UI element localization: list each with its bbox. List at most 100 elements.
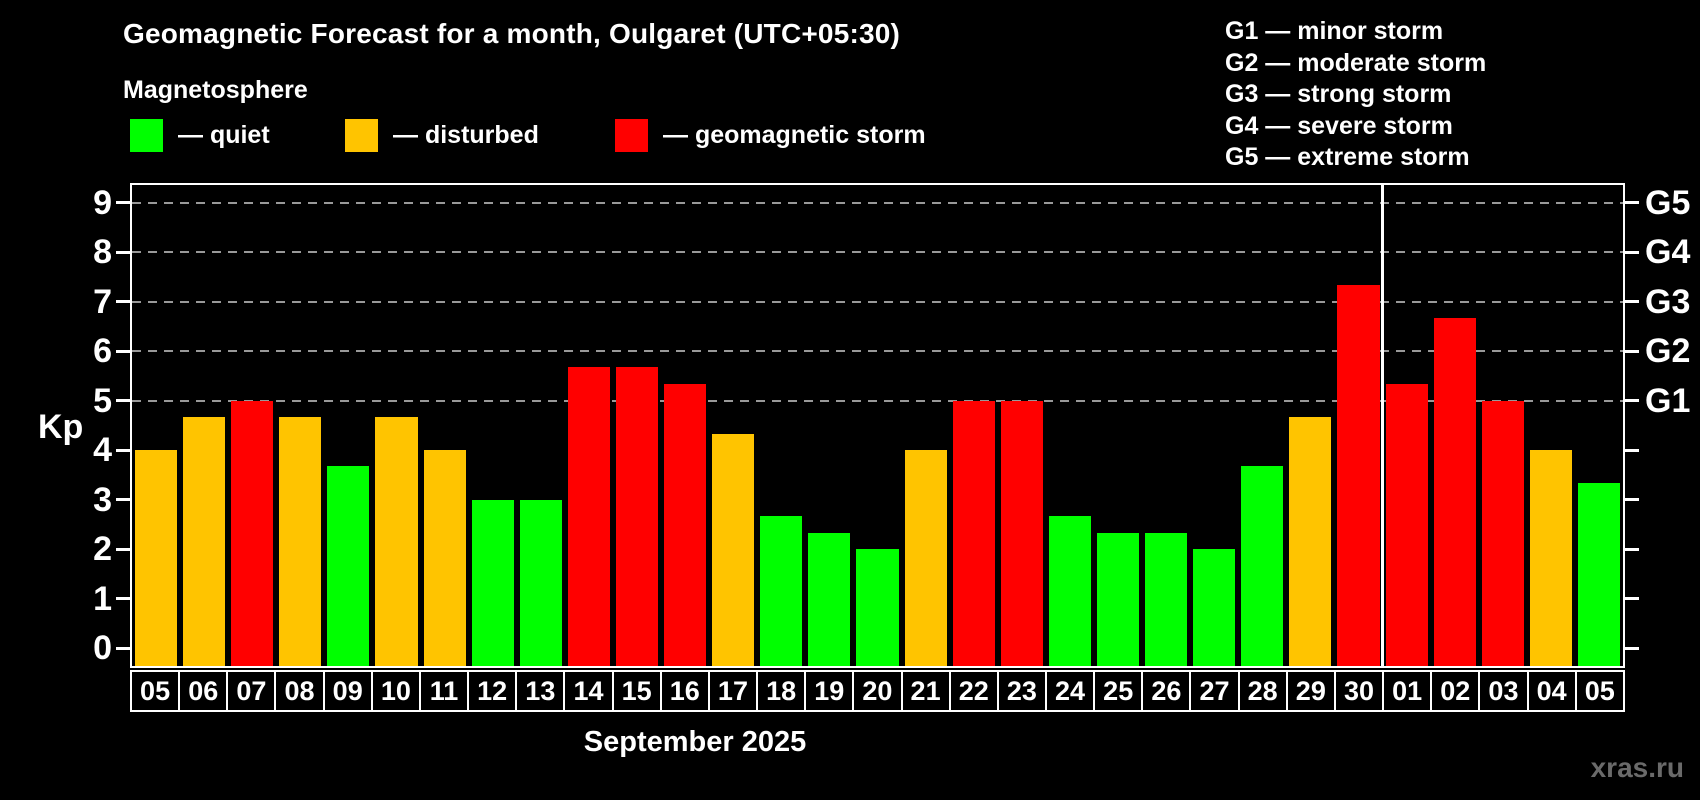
day-label-cell-8: 13	[515, 670, 566, 712]
kp-bar-day-19	[808, 532, 851, 666]
month-label: September 2025	[583, 726, 807, 758]
y-tick-mark-1	[116, 597, 130, 600]
kp-bar-day-04	[1529, 450, 1572, 666]
kp-bar-day-26	[1145, 532, 1188, 666]
kp-bar-day-15	[615, 367, 659, 666]
day-label-cell-3: 08	[274, 670, 325, 712]
kp-bar-day-18	[760, 515, 803, 666]
legend-item-storm: — geomagnetic storm	[615, 118, 926, 152]
kp-bar-day-16	[664, 384, 707, 666]
month-separator-line	[1381, 185, 1385, 666]
g-level-label-g3: G3	[1645, 282, 1691, 321]
g-level-label-g4: G4	[1645, 233, 1691, 271]
kp-bar-day-27	[1193, 549, 1236, 666]
g-legend-line-g4: G4 — severe storm	[1225, 111, 1453, 140]
storm-color-swatch	[615, 118, 648, 152]
day-label-cell-15: 20	[852, 670, 903, 712]
y-tick-mark-4	[116, 448, 130, 452]
gridline-kp-5	[132, 399, 1623, 402]
y-tick-label-3: 3	[93, 480, 112, 519]
kp-bar-day-23	[1000, 400, 1043, 666]
g-legend-line-g3: G3 — strong storm	[1225, 80, 1452, 108]
day-label-cell-17: 22	[948, 670, 999, 712]
right-tick-mark-0	[1625, 646, 1639, 650]
kp-bar-day-05	[135, 450, 178, 666]
right-tick-mark-4	[1625, 448, 1639, 452]
y-tick-label-0: 0	[93, 629, 112, 667]
kp-bar-day-10	[375, 416, 418, 666]
day-label-cell-9: 14	[563, 670, 614, 712]
kp-bar-day-17	[712, 433, 755, 666]
day-label-cell-25: 30	[1333, 670, 1385, 712]
right-tick-mark-8	[1625, 250, 1639, 254]
kp-bar-day-11	[423, 450, 466, 666]
kp-bar-day-13	[519, 499, 562, 666]
y-tick-label-1: 1	[93, 579, 112, 618]
y-tick-mark-2	[116, 547, 130, 551]
kp-bar-day-20	[856, 549, 899, 666]
day-label-cell-18: 23	[996, 670, 1047, 712]
day-label-cell-30: 05	[1574, 670, 1625, 712]
y-tick-mark-5	[116, 399, 130, 402]
y-tick-label-8: 8	[93, 233, 112, 271]
chart-subtitle: Magnetosphere	[123, 76, 308, 104]
right-tick-mark-2	[1625, 547, 1639, 551]
day-label-cell-5: 10	[370, 670, 421, 712]
kp-bar-day-24	[1048, 515, 1091, 666]
y-tick-mark-6	[116, 349, 130, 353]
gridline-kp-6	[132, 350, 1623, 352]
right-tick-mark-6	[1625, 349, 1639, 353]
y-tick-label-4: 4	[93, 431, 112, 469]
kp-bar-day-21	[904, 450, 947, 666]
kp-bar-day-09	[327, 466, 370, 666]
g-level-label-g1: G1	[1645, 381, 1691, 420]
y-tick-label-7: 7	[93, 282, 112, 321]
kp-bar-day-22	[952, 400, 995, 666]
g-scale-legend: G1 — minor storm G2 — moderate storm G3 …	[1225, 16, 1486, 174]
day-label-cell-1: 06	[178, 670, 229, 712]
y-tick-mark-0	[116, 646, 130, 650]
kp-bar-day-07	[231, 400, 274, 666]
day-label-cell-14: 19	[804, 670, 855, 712]
kp-bar-day-25	[1096, 532, 1140, 666]
day-label-cell-19: 24	[1044, 670, 1096, 712]
y-tick-label-2: 2	[93, 530, 112, 568]
day-label-cell-4: 09	[322, 670, 373, 712]
day-label-cell-13: 18	[756, 670, 807, 712]
day-label-row: 05 06 07 08 09 10 11 12 13 14 15 16 17 18 19 20 21 22 23 24…	[130, 670, 1625, 712]
kp-bar-day-05	[1577, 483, 1620, 666]
y-tick-mark-7	[116, 300, 130, 303]
kp-bar-day-08	[279, 416, 322, 666]
g-legend-line-g1: G1 — minor storm	[1225, 17, 1444, 45]
kp-bar-day-12	[471, 499, 514, 666]
right-tick-mark-5	[1625, 399, 1639, 402]
quiet-color-swatch	[130, 118, 163, 152]
chart-title: Geomagnetic Forecast for a month, Oulgar…	[123, 18, 901, 49]
y-tick-label-5: 5	[93, 381, 112, 420]
kp-bar-day-28	[1241, 466, 1284, 666]
day-label-cell-29: 04	[1526, 670, 1577, 712]
gridline-kp-8	[132, 251, 1623, 253]
plot-inner	[132, 185, 1623, 666]
legend-item-disturbed: — disturbed	[345, 118, 539, 152]
day-label-cell-12: 17	[707, 670, 759, 712]
day-label-cell-20: 25	[1093, 670, 1144, 712]
right-tick-mark-9	[1625, 201, 1639, 204]
kp-bar-day-02	[1433, 317, 1476, 666]
kp-bar-day-29	[1289, 416, 1332, 666]
y-tick-mark-8	[116, 250, 130, 254]
right-tick-mark-7	[1625, 300, 1639, 303]
kp-bar-day-03	[1481, 400, 1524, 666]
legend-label-quiet: — quiet	[178, 120, 270, 149]
day-label-cell-24: 29	[1285, 670, 1336, 712]
right-tick-mark-3	[1625, 498, 1639, 501]
right-tick-mark-1	[1625, 597, 1639, 600]
kp-bar-day-06	[183, 416, 226, 666]
day-label-cell-0: 05	[130, 670, 181, 712]
day-label-cell-23: 28	[1237, 670, 1288, 712]
day-label-cell-2: 07	[226, 670, 277, 712]
y-tick-mark-3	[116, 498, 130, 501]
kp-bar-day-01	[1385, 384, 1428, 666]
day-label-cell-22: 27	[1189, 670, 1240, 712]
